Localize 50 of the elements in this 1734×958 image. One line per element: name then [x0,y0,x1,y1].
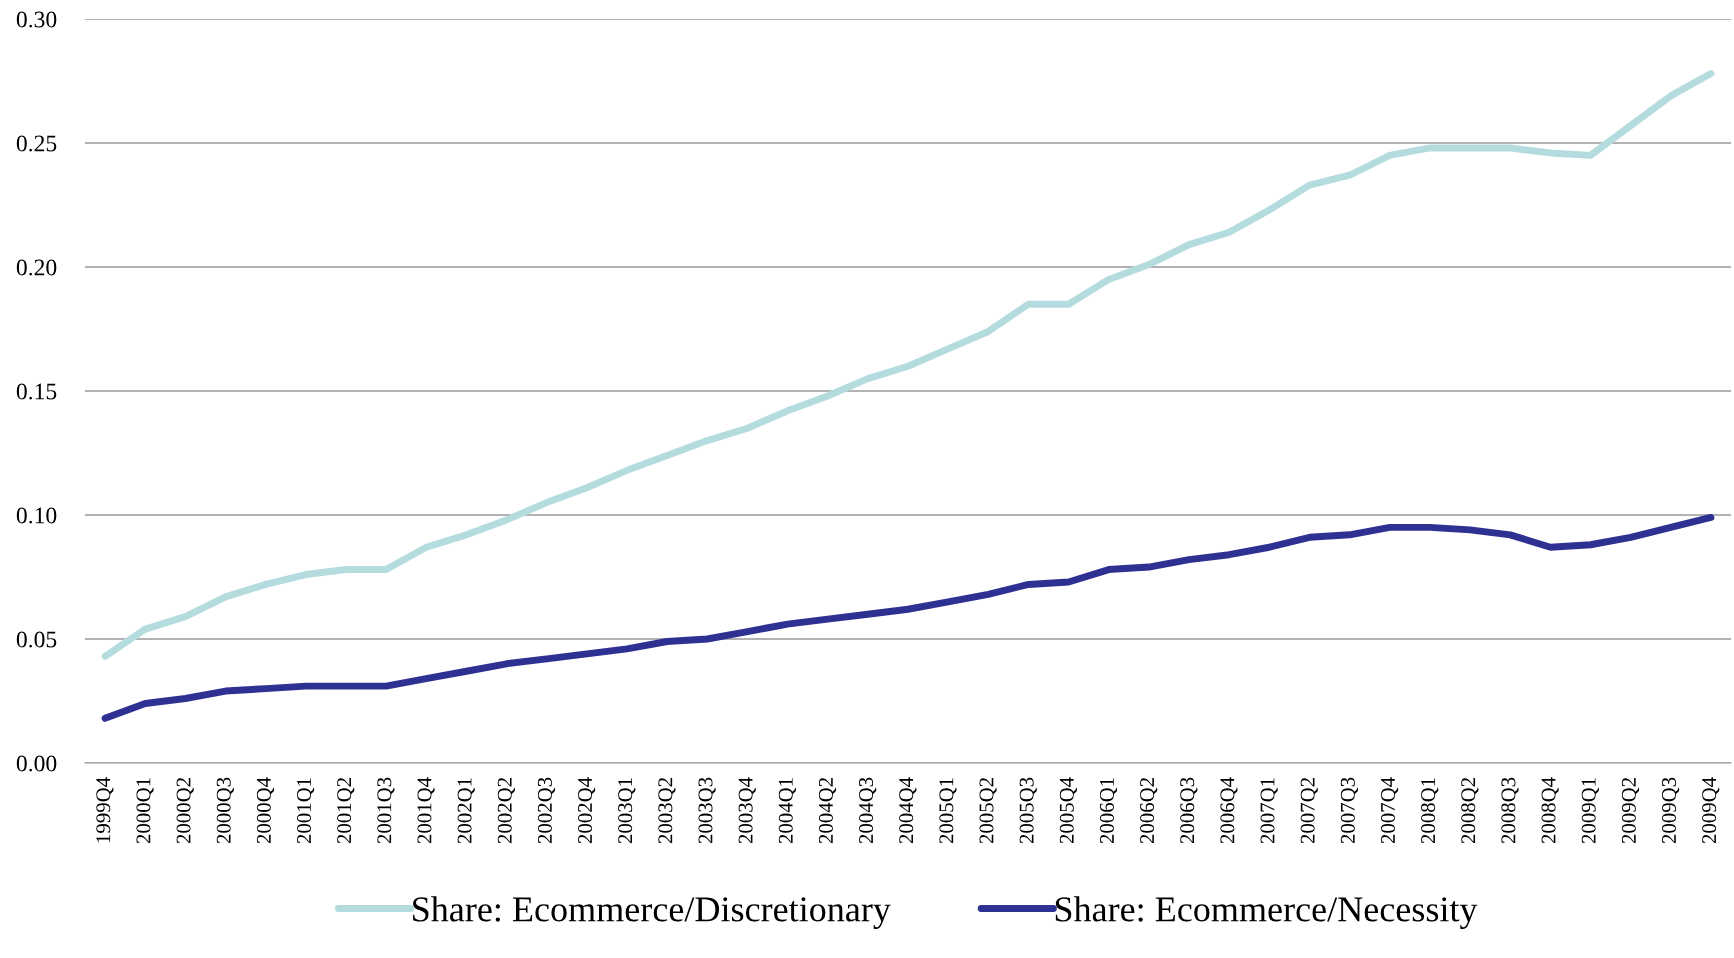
x-tick-label: 2006Q2 [1140,778,1158,844]
x-tick-label: 2003Q4 [738,777,756,844]
x-tick-label: 2005Q3 [1019,777,1037,844]
x-tick-label: 2008Q4 [1541,777,1559,844]
x-tick-label: 2001Q3 [377,777,395,844]
x-tick-label: 2007Q2 [1300,778,1318,844]
x-tick-label: 2009Q1 [1581,778,1599,844]
x-tick-label: 2006Q1 [1099,778,1118,844]
x-tick-label: 2000Q2 [176,778,194,844]
x-tick-label: 1999Q4 [96,777,114,843]
x-tick-label: 2001Q1 [296,778,315,844]
x-tick-label: 2008Q1 [1421,778,1439,844]
x-tick-label: 2005Q4 [1059,777,1077,844]
x-tick-label: 2003Q1 [618,778,636,844]
x-tick-label: 2004Q1 [778,778,796,844]
y-tick-label: 0.00 [16,755,57,772]
x-tick-label: 2003Q2 [658,778,676,844]
x-tick-label: 2009Q4 [1702,777,1720,844]
x-tick-label: 2000Q4 [256,777,275,844]
x-tick-label: 2004Q4 [899,777,917,844]
x-tick-label: 2002Q2 [497,778,515,844]
x-tick-label: 2002Q1 [457,778,475,844]
x-tick-label: 2007Q4 [1380,777,1399,844]
x-tick-label: 2009Q2 [1621,778,1640,844]
x-tick-label: 2002Q4 [577,777,596,844]
x-tick-label: 2000Q3 [216,777,234,844]
x-tick-label: 2005Q2 [979,778,997,844]
x-tick-label: 2001Q4 [417,777,435,844]
y-tick-label: 0.25 [16,135,57,152]
x-tick-label: 2008Q2 [1461,778,1479,844]
y-tick-label: 0.15 [16,383,57,400]
x-tick-label: 2001Q2 [337,778,355,844]
x-tick-label: 2006Q4 [1220,777,1238,844]
x-tick-label: 2005Q1 [939,778,957,844]
x-tick-label: 2009Q3 [1661,777,1680,844]
x-tick-label: 2004Q2 [818,778,837,844]
legend-label: Share: Ecommerce/Discretionary [413,896,891,930]
x-tick-label: 2003Q3 [698,777,716,844]
y-tick-label: 0.30 [16,11,57,28]
x-tick-label: 2004Q3 [859,777,877,844]
y-tick-label: 0.05 [16,631,57,648]
legend-label: Share: Ecommerce/Necessity [1055,896,1478,930]
y-tick-label: 0.10 [16,507,57,524]
x-tick-label: 2007Q3 [1340,777,1358,844]
x-tick-label: 2002Q3 [537,777,556,844]
x-tick-label: 2006Q3 [1180,777,1198,844]
x-tick-label: 2008Q3 [1501,777,1519,844]
y-tick-label: 0.20 [16,259,57,276]
x-tick-label: 2007Q1 [1260,778,1278,844]
x-tick-label: 2000Q1 [136,778,154,844]
